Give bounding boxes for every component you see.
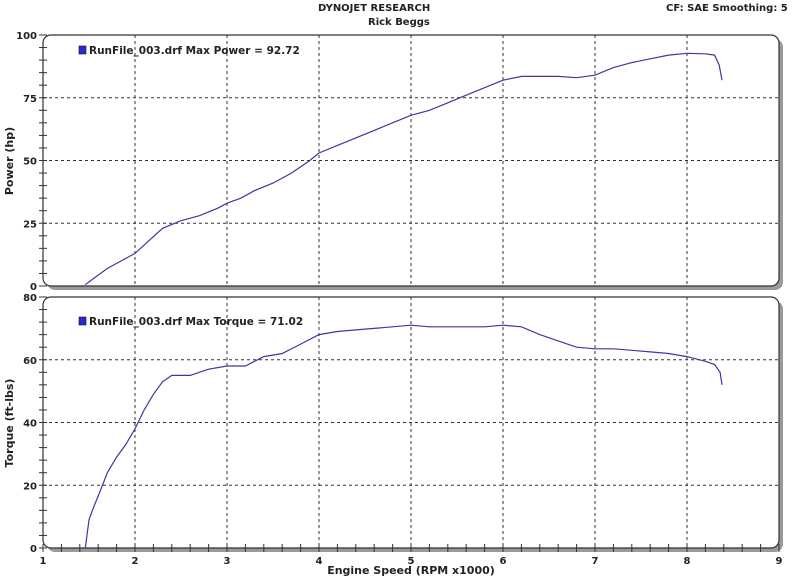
svg-text:3: 3	[224, 556, 231, 567]
svg-text:6: 6	[500, 556, 507, 567]
svg-text:7: 7	[592, 556, 599, 567]
svg-text:2: 2	[132, 556, 139, 567]
svg-text:0: 0	[30, 282, 37, 293]
svg-text:9: 9	[776, 556, 783, 567]
torque-panel: 0 20 40 60 80 RunFile_003.drf Max Torque = 7…	[23, 293, 783, 555]
run-settings: CF: SAE Smoothing: 5	[666, 3, 788, 14]
svg-text:50: 50	[23, 157, 37, 168]
power-panel: 0 25 50 75 100 RunFile_003.drf Max Power = 9…	[16, 31, 783, 293]
torque-y-axis-label: Torque (ft-lbs)	[3, 379, 16, 468]
torque-legend: RunFile_003.drf Max Torque = 71.02	[89, 316, 303, 328]
svg-text:5: 5	[408, 556, 415, 567]
svg-text:75: 75	[23, 94, 37, 105]
power-curve	[84, 52, 723, 286]
power-y-axis-label: Power (hp)	[3, 127, 16, 195]
torque-grid	[43, 297, 779, 548]
power-grid	[43, 35, 779, 286]
svg-text:0: 0	[30, 544, 37, 555]
x-axis-ticks: 1 2 3 4 5 6 7 8 9	[40, 544, 783, 567]
company-title: DYNOJET RESEARCH	[318, 3, 431, 14]
torque-curve	[84, 324, 723, 549]
torque-legend-swatch	[78, 316, 87, 326]
svg-text:1: 1	[40, 556, 47, 567]
svg-text:25: 25	[23, 219, 37, 230]
operator-name: Rick Beggs	[368, 17, 430, 28]
svg-text:4: 4	[316, 556, 323, 567]
svg-text:8: 8	[684, 556, 691, 567]
svg-text:80: 80	[23, 293, 37, 304]
power-legend: RunFile_003.drf Max Power = 92.72	[89, 45, 300, 57]
power-legend-swatch	[78, 45, 87, 55]
svg-text:40: 40	[23, 419, 37, 430]
svg-text:100: 100	[16, 31, 37, 42]
svg-text:20: 20	[23, 481, 37, 492]
torque-y-ticks: 0 20 40 60 80	[23, 293, 47, 555]
x-axis-label: Engine Speed (RPM x1000)	[327, 564, 495, 576]
power-y-ticks: 0 25 50 75 100	[16, 31, 47, 293]
svg-text:60: 60	[23, 356, 37, 367]
